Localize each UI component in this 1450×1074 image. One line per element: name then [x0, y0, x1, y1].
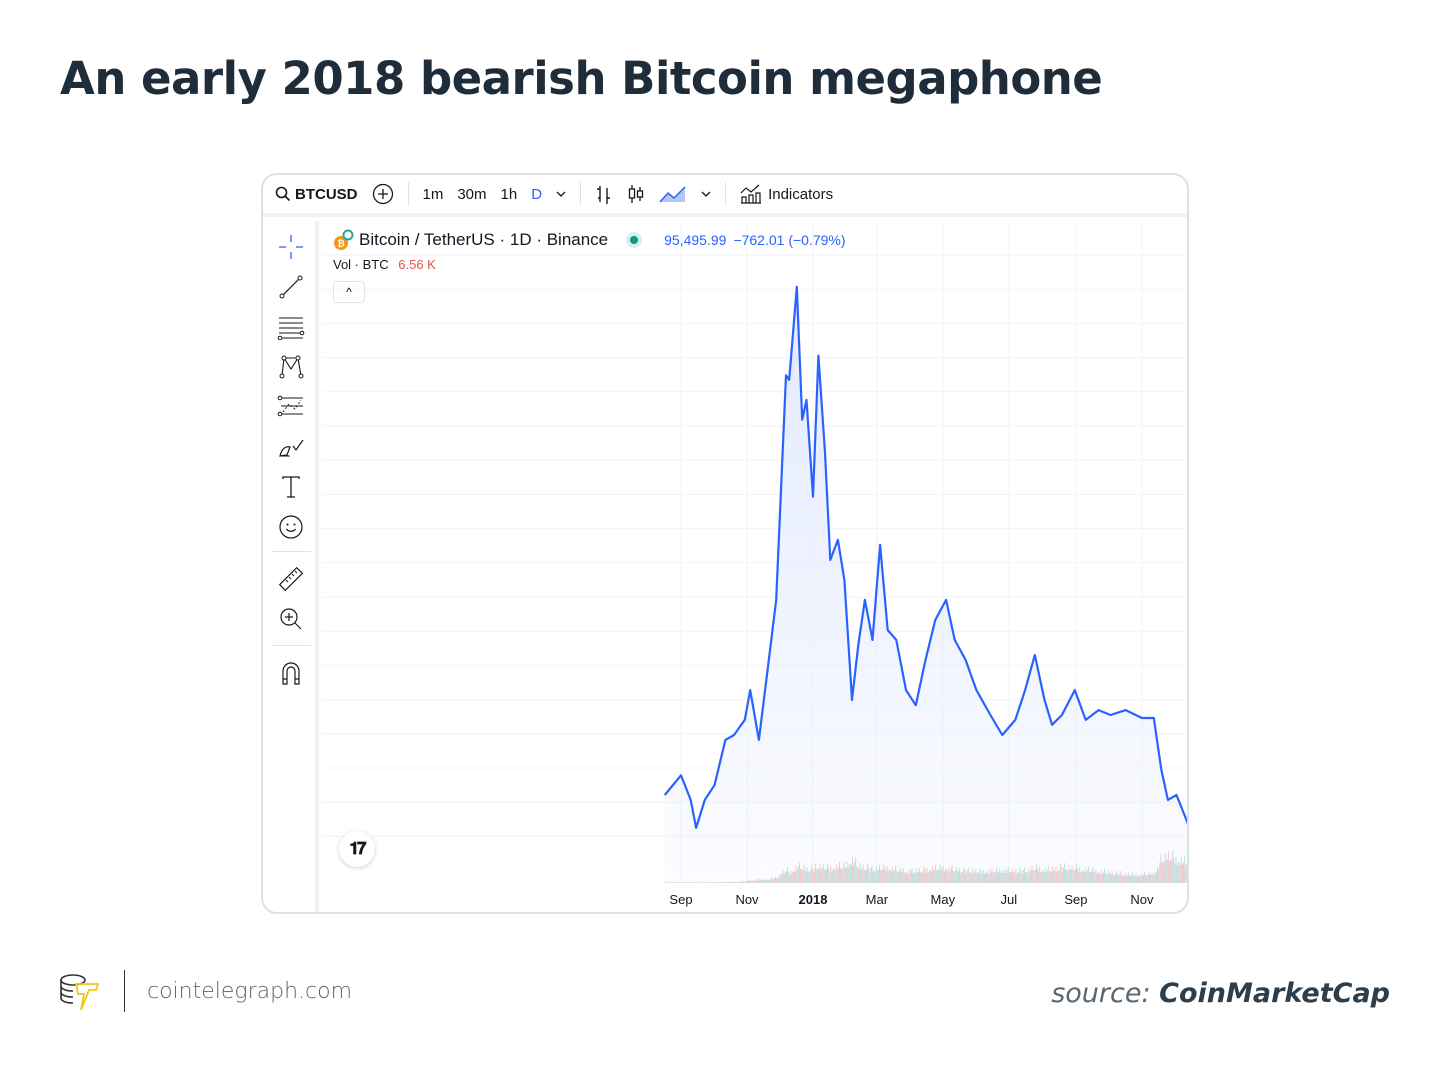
divider	[725, 182, 727, 206]
bar-chart-icon	[597, 186, 611, 204]
volume-bar	[1188, 857, 1189, 883]
source-credit: source: CoinMarketCap	[1051, 978, 1390, 1009]
x-tick-label: Nov	[1130, 892, 1154, 907]
bitcoin-logo-icon: ₿	[334, 229, 354, 250]
text-icon	[282, 476, 300, 498]
price-line	[663, 285, 1187, 829]
divider	[271, 551, 311, 552]
fib-icon	[277, 317, 305, 340]
area-chart-button[interactable]	[659, 184, 687, 204]
trend-line-icon	[279, 275, 303, 299]
footer-brand: cointelegraph.com	[58, 970, 352, 1012]
add-symbol-button[interactable]	[372, 183, 394, 205]
zoom-in-tool[interactable]	[277, 605, 305, 633]
volume-value: 6.56 K	[398, 257, 436, 272]
interval-dropdown[interactable]	[556, 191, 566, 197]
add-symbol-icon	[372, 183, 393, 205]
indicators-label: Indicators	[768, 185, 834, 203]
grid	[322, 221, 1187, 883]
forecast-icon	[277, 395, 303, 417]
collapse-legend-button[interactable]: ^	[333, 281, 365, 303]
drawing-toolbar	[263, 221, 319, 912]
cointelegraph-logo-icon	[60, 974, 100, 1011]
divider	[407, 182, 409, 206]
interval-1m[interactable]: 1m	[422, 185, 444, 203]
price-chart[interactable]: Sep Nov 2018 Mar May Jul Sep Nov	[263, 175, 1189, 914]
emoji-tool[interactable]	[277, 513, 305, 541]
text-tool[interactable]	[277, 473, 305, 501]
trend-line-tool[interactable]	[277, 273, 305, 301]
x-tick-label: 2018	[799, 892, 828, 907]
site-name: cointelegraph.com	[147, 978, 353, 1004]
indicators-button[interactable]: Indicators	[740, 184, 833, 204]
last-price: 95,495.99	[664, 232, 727, 248]
crosshair-tool[interactable]	[277, 233, 305, 261]
price-area-fill	[664, 286, 1187, 883]
brush-tool[interactable]	[277, 433, 305, 461]
magnet-tool[interactable]	[277, 659, 305, 687]
chart-widget: BTCUSD 1m 30m 1h D Indicators	[261, 173, 1189, 914]
area-chart-icon	[659, 186, 686, 203]
price-change: −762.01 (−0.79%)	[733, 232, 846, 248]
page-title: An early 2018 bearish Bitcoin megaphone	[60, 52, 1103, 105]
chart-toolbar: BTCUSD 1m 30m 1h D Indicators	[263, 175, 1187, 217]
volume-legend: Vol · BTC 6.56 K	[333, 257, 436, 272]
x-tick-label: Nov	[735, 892, 759, 907]
pattern-tool[interactable]	[277, 353, 305, 381]
ruler-icon	[278, 566, 304, 592]
chart-type-dropdown[interactable]	[701, 191, 711, 197]
x-tick-label: May	[931, 892, 956, 907]
measure-tool[interactable]	[277, 565, 305, 593]
chart-legend: ₿ Bitcoin / TetherUS · 1D · Binance 95,4…	[333, 229, 846, 251]
fib-tool[interactable]	[277, 313, 305, 341]
magnet-icon	[282, 662, 300, 685]
interval-30m[interactable]: 30m	[457, 185, 487, 203]
x-tick-label: Jul	[1001, 892, 1018, 907]
symbol-search[interactable]: BTCUSD	[275, 186, 358, 203]
volume-bar	[1187, 866, 1188, 883]
x-axis: Sep Nov 2018 Mar May Jul Sep Nov	[669, 892, 1154, 907]
svg-text:₿: ₿	[337, 239, 344, 249]
x-tick-label: Sep	[669, 892, 692, 907]
market-status-indicator[interactable]	[626, 232, 643, 248]
indicators-icon	[740, 184, 762, 204]
source-prefix: source:	[1051, 978, 1151, 1009]
emoji-icon	[279, 515, 303, 539]
pattern-icon	[279, 355, 304, 379]
candlestick-icon	[628, 185, 644, 203]
source-name: CoinMarketCap	[1159, 978, 1390, 1009]
volume-label: Vol · BTC	[333, 257, 389, 272]
chevron-down-icon	[701, 191, 711, 197]
brush-icon	[279, 439, 304, 457]
x-tick-label: Sep	[1064, 892, 1087, 907]
symbol-description: Bitcoin / TetherUS · 1D · Binance	[359, 230, 609, 249]
divider	[580, 182, 582, 206]
zoom-in-icon	[280, 608, 302, 630]
tradingview-logo[interactable]: 𝟏𝟕	[339, 831, 375, 867]
candle-chart-button[interactable]	[627, 184, 645, 204]
crosshair-icon	[279, 235, 303, 259]
chevron-down-icon	[556, 191, 566, 197]
search-icon	[275, 186, 291, 202]
symbol-label: BTCUSD	[295, 185, 358, 203]
interval-d[interactable]: D	[531, 185, 543, 203]
divider	[124, 970, 125, 1012]
x-tick-label: Mar	[866, 892, 889, 907]
bar-chart-button[interactable]	[595, 184, 613, 204]
forecast-tool[interactable]	[277, 393, 305, 421]
divider	[271, 645, 311, 646]
interval-1h[interactable]: 1h	[500, 185, 518, 203]
